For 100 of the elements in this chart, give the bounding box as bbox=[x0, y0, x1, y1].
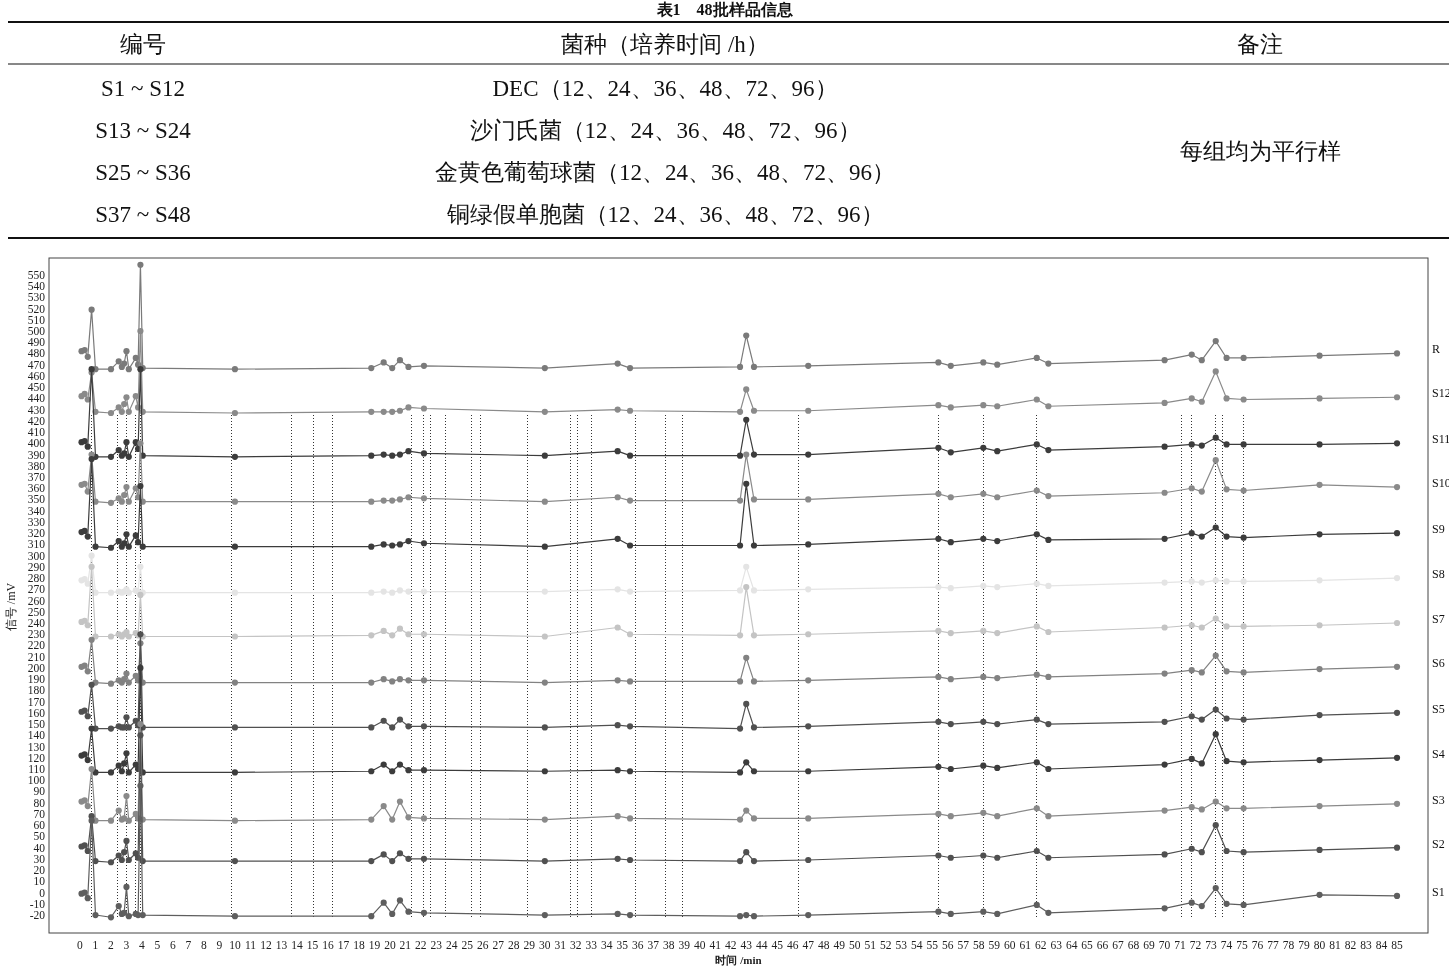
text: S13 ~ S24 bbox=[95, 118, 192, 143]
x-tick-label: 46 bbox=[786, 939, 799, 951]
x-tick-label: 5 bbox=[154, 939, 161, 951]
x-tick-label: 26 bbox=[477, 939, 489, 951]
x-tick-label: 71 bbox=[1174, 939, 1187, 951]
y-tick-label: 200 bbox=[27, 661, 46, 674]
x-tick-label: 38 bbox=[663, 939, 675, 951]
text: S9 bbox=[1432, 522, 1445, 537]
y-tick-label: 260 bbox=[27, 594, 46, 607]
x-tick-label: 55 bbox=[926, 939, 939, 951]
y-tick-label: 320 bbox=[27, 527, 46, 540]
x-tick-label: 66 bbox=[1096, 939, 1109, 951]
y-tick-label: 410 bbox=[27, 426, 46, 439]
y-tick-label: 120 bbox=[27, 751, 46, 764]
x-tick-label: 61 bbox=[1019, 939, 1032, 951]
y-tick-label: 550 bbox=[27, 268, 46, 281]
y-tick-label: 380 bbox=[27, 459, 46, 472]
y-tick-label: 530 bbox=[27, 291, 46, 304]
text: S1 bbox=[1432, 884, 1445, 899]
y-tick-label: 110 bbox=[28, 763, 46, 776]
x-tick-label: 83 bbox=[1360, 939, 1373, 951]
y-tick-label: 440 bbox=[27, 392, 46, 405]
y-tick-label: -20 bbox=[29, 909, 46, 922]
x-tick-label: 65 bbox=[1081, 939, 1094, 951]
y-tick-label: 190 bbox=[27, 673, 46, 686]
x-tick-label: 8 bbox=[201, 939, 208, 951]
y-tick-label: -10 bbox=[29, 897, 46, 910]
y-axis-title: 信号 /mV bbox=[4, 582, 18, 632]
x-tick-label: 25 bbox=[461, 939, 474, 951]
text: 铜绿假单胞菌（12、24、36、48、72、96） bbox=[445, 202, 884, 227]
x-tick-label: 58 bbox=[972, 939, 985, 951]
y-tick-label: 420 bbox=[27, 414, 46, 427]
y-tick-label: 300 bbox=[27, 549, 46, 562]
x-tick-label: 42 bbox=[725, 939, 737, 951]
y-tick-label: 80 bbox=[33, 796, 46, 809]
y-tick-label: 370 bbox=[27, 471, 46, 484]
x-tick-label: 6 bbox=[170, 939, 177, 951]
x-tick-label: 30 bbox=[539, 939, 551, 951]
y-tick-label: 20 bbox=[33, 864, 46, 877]
x-tick-label: 80 bbox=[1313, 939, 1326, 951]
x-tick-label: 10 bbox=[229, 939, 241, 951]
y-tick-label: 510 bbox=[27, 313, 46, 326]
x-tick-label: 20 bbox=[384, 939, 396, 951]
text: 备注 bbox=[1237, 32, 1283, 57]
x-tick-label: 85 bbox=[1391, 939, 1404, 951]
text: 金黄色葡萄球菌（12、24、36、48、72、96） bbox=[435, 160, 895, 185]
text: R bbox=[1432, 342, 1441, 357]
y-tick-label: 270 bbox=[27, 583, 46, 596]
x-tick-label: 82 bbox=[1344, 939, 1357, 951]
text: DEC（12、24、36、48、72、96） bbox=[492, 76, 838, 101]
y-tick-label: 140 bbox=[27, 729, 46, 742]
x-tick-label: 49 bbox=[833, 939, 846, 951]
x-tick-label: 51 bbox=[864, 939, 877, 951]
y-tick-label: 290 bbox=[27, 560, 46, 573]
x-tick-label: 50 bbox=[848, 939, 861, 951]
y-tick-label: 50 bbox=[33, 830, 46, 843]
x-tick-label: 27 bbox=[492, 939, 505, 951]
y-tick-label: 490 bbox=[27, 336, 46, 349]
x-tick-label: 75 bbox=[1236, 939, 1249, 951]
text: 每组均为平行样 bbox=[1179, 139, 1341, 164]
text: S3 bbox=[1432, 792, 1445, 807]
x-tick-label: 56 bbox=[941, 939, 954, 951]
y-tick-label: 390 bbox=[27, 448, 46, 461]
x-tick-label: 39 bbox=[678, 939, 691, 951]
x-tick-label: 15 bbox=[306, 939, 319, 951]
x-tick-label: 59 bbox=[988, 939, 1001, 951]
x-tick-label: 63 bbox=[1050, 939, 1063, 951]
x-tick-label: 4 bbox=[139, 939, 146, 951]
x-tick-label: 78 bbox=[1282, 939, 1295, 951]
y-tick-label: 330 bbox=[27, 515, 46, 528]
y-tick-label: 340 bbox=[27, 504, 46, 517]
x-tick-label: 81 bbox=[1329, 939, 1342, 951]
x-tick-label: 35 bbox=[616, 939, 629, 951]
x-tick-label: 9 bbox=[216, 939, 223, 951]
y-tick-label: 480 bbox=[27, 347, 46, 360]
y-tick-label: 540 bbox=[27, 280, 46, 293]
x-tick-label: 21 bbox=[399, 939, 412, 951]
y-tick-label: 360 bbox=[27, 482, 46, 495]
y-tick-label: 400 bbox=[27, 437, 46, 450]
x-tick-label: 57 bbox=[957, 939, 970, 951]
x-tick-label: 72 bbox=[1189, 939, 1202, 951]
text: S2 bbox=[1432, 836, 1445, 851]
x-tick-label: 2 bbox=[108, 939, 115, 951]
text: S11 bbox=[1432, 432, 1449, 447]
x-tick-label: 41 bbox=[709, 939, 722, 951]
y-tick-label: 180 bbox=[27, 684, 46, 697]
x-tick-label: 64 bbox=[1065, 939, 1078, 951]
x-tick-label: 54 bbox=[910, 939, 923, 951]
x-tick-label: 13 bbox=[275, 939, 288, 951]
x-tick-label: 31 bbox=[554, 939, 567, 951]
x-tick-label: 68 bbox=[1127, 939, 1140, 951]
x-tick-label: 43 bbox=[740, 939, 753, 951]
x-tick-label: 74 bbox=[1220, 939, 1233, 951]
x-tick-label: 34 bbox=[601, 939, 613, 951]
x-tick-label: 14 bbox=[291, 939, 303, 951]
y-tick-label: 210 bbox=[27, 650, 46, 663]
text: S1 ~ S12 bbox=[100, 76, 186, 101]
x-tick-label: 76 bbox=[1251, 939, 1264, 951]
y-tick-label: 70 bbox=[33, 807, 46, 820]
x-tick-label: 11 bbox=[244, 939, 257, 951]
